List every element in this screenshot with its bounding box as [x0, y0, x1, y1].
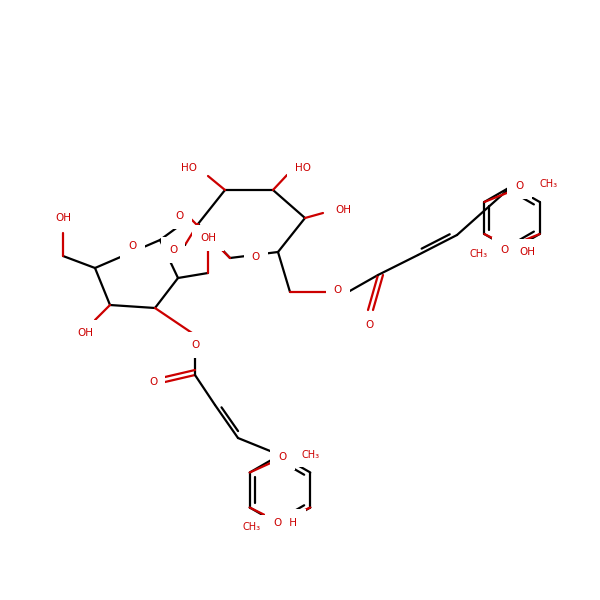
Text: OH: OH [200, 233, 216, 243]
Text: O: O [366, 320, 374, 330]
Text: O: O [252, 252, 260, 262]
Text: O: O [273, 518, 281, 529]
Text: O: O [128, 241, 137, 251]
Text: HO: HO [295, 163, 311, 173]
Text: OH: OH [519, 247, 535, 257]
Text: O: O [191, 340, 199, 350]
Text: OH: OH [281, 517, 298, 527]
Text: O: O [278, 451, 287, 461]
Text: CH₃: CH₃ [539, 179, 557, 189]
Text: OH: OH [55, 213, 71, 223]
Text: OH: OH [335, 205, 351, 215]
Text: O: O [515, 181, 523, 191]
Text: O: O [500, 245, 509, 255]
Text: O: O [149, 377, 157, 387]
Text: CH₃: CH₃ [470, 249, 488, 259]
Text: O: O [169, 245, 177, 255]
Text: O: O [176, 211, 184, 221]
Text: HO: HO [181, 163, 197, 173]
Text: CH₃: CH₃ [302, 449, 320, 460]
Text: OH: OH [77, 328, 93, 338]
Text: CH₃: CH₃ [242, 523, 260, 533]
Text: O: O [334, 285, 342, 295]
